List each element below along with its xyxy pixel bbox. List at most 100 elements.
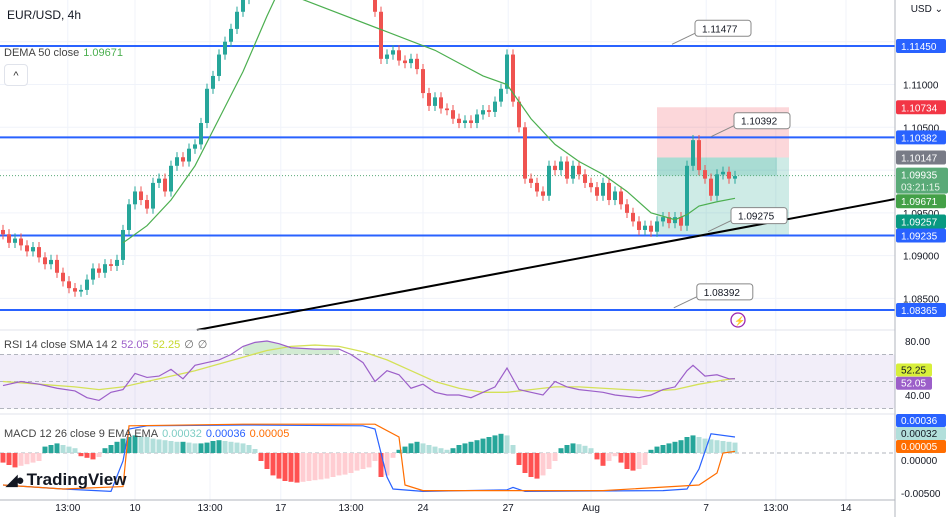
price-label-text: 1.11450 [901,42,937,53]
macd-histogram-bar [504,435,510,453]
candle-body [1,229,5,235]
price-label [896,150,946,165]
dema-legend[interactable]: DEMA 50 close 1.09671 [4,47,123,59]
candle [385,49,389,64]
macd-histogram-bar [552,453,558,461]
candle [145,194,149,214]
candle [61,267,65,287]
candle-body [397,50,401,61]
candle [505,49,509,94]
chevron-up-icon[interactable]: ^ [4,64,28,86]
price-tick: 1.08500 [903,294,940,305]
candle-body [85,279,89,290]
main-pane [0,0,895,311]
candle [7,229,11,248]
macd-histogram-bar [564,445,570,453]
candle-body [445,108,449,111]
price-label-bg [896,194,946,209]
candle [565,156,569,184]
rsi-label-bg [896,376,932,390]
candle [697,134,701,176]
candle-body [697,140,701,171]
candle-body [571,165,575,179]
candle [631,207,635,227]
tradingview-logo[interactable]: ◢● TradingView [6,470,126,490]
candle-body [469,120,473,124]
candle-body [37,247,41,258]
candle-body [691,140,695,166]
time-tick: 24 [417,503,429,514]
candle [31,241,35,257]
macd-histogram-bar [102,448,108,453]
candle-body [649,225,653,232]
candle [49,254,53,270]
macd-label: MACD 12 26 close 9 EMA EMA [4,428,159,440]
candle-body [61,272,65,282]
chevron-down-icon: ⌄ [934,4,943,15]
candle [97,263,101,278]
macd-tick: 0.00000 [901,456,938,467]
macd-histogram-bar [108,445,114,453]
candle-body [229,28,233,42]
candle-body [373,0,377,12]
candle [685,160,689,231]
candle [85,274,89,296]
macd-histogram-bar [180,441,186,453]
symbol-title[interactable]: EUR/USD, 4h [7,8,82,22]
callout-text: 1.08392 [704,288,741,299]
currency-selector[interactable]: USD ⌄ [911,4,943,15]
countdown-text: 03:21:15 [901,183,940,194]
price-label [896,214,946,229]
candle-body [385,54,389,59]
candle-body [409,58,413,64]
macd-histogram-bar [12,453,18,468]
price-label-text: 1.10147 [901,153,938,164]
callout-box [733,112,791,130]
candle [91,263,95,285]
candle [451,105,455,124]
macd-histogram-bar [186,442,192,453]
candle [139,186,143,206]
candle-body [643,225,647,230]
candle [619,186,623,210]
candle [427,87,431,112]
macd-label-text: 0.00032 [901,429,938,440]
candle [439,92,443,114]
price-label [896,302,946,317]
macd-histogram-bar [666,443,672,453]
candle [637,216,641,236]
candle-body [223,41,227,55]
current-price-bg [896,167,948,194]
candle-body [577,165,581,175]
macd-histogram-bar [432,446,438,453]
candle-body [139,191,143,201]
macd-histogram-bar [678,440,684,453]
rsi-tick: 80.00 [905,337,930,348]
candle-body [427,93,431,106]
candle-body [127,204,131,230]
macd-histogram-bar [192,443,198,453]
candle [463,115,467,129]
price-label [896,194,946,209]
macd-legend[interactable]: MACD 12 26 close 9 EMA EMA 0.00032 0.00036… [4,428,289,440]
macd-histogram-bar [684,437,690,453]
macd-histogram-bar [372,453,378,461]
rsi-tick: 40.00 [905,391,930,402]
candle [193,139,197,154]
macd-histogram-bar [528,453,534,477]
candle-body [205,88,209,124]
rsi-legend[interactable]: RSI 14 close SMA 14 2 52.05 52.25 ∅ ∅ [4,338,207,351]
macd-histogram-bar [342,453,348,475]
macd-histogram-bar [222,441,228,453]
macd-histogram-bar [540,453,546,476]
macd-histogram-bar [714,440,720,453]
macd-histogram-bar [288,453,294,482]
candle-body [439,97,443,109]
candle [469,115,473,129]
macd-histogram-bar [648,449,654,453]
macd-histogram-bar [84,453,90,458]
price-label-bg [896,130,946,145]
macd-histogram-bar [0,453,6,463]
candle [421,63,425,99]
